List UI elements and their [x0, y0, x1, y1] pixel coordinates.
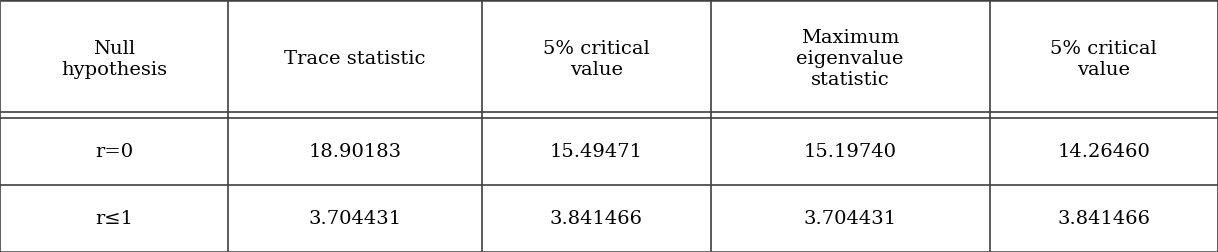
Text: 5% critical
value: 5% critical value — [1050, 40, 1157, 79]
Text: Maximum
eigenvalue
statistic: Maximum eigenvalue statistic — [797, 29, 904, 89]
Text: 14.26460: 14.26460 — [1057, 143, 1150, 161]
Text: 3.841466: 3.841466 — [549, 210, 643, 228]
Text: 3.704431: 3.704431 — [804, 210, 896, 228]
Text: 18.90183: 18.90183 — [308, 143, 402, 161]
Text: r≤1: r≤1 — [95, 210, 133, 228]
Text: Null
hypothesis: Null hypothesis — [61, 40, 167, 79]
Text: 3.841466: 3.841466 — [1057, 210, 1150, 228]
Text: 5% critical
value: 5% critical value — [543, 40, 649, 79]
Text: Trace statistic: Trace statistic — [285, 50, 426, 68]
Text: 15.19740: 15.19740 — [804, 143, 896, 161]
Text: r=0: r=0 — [95, 143, 133, 161]
Text: 15.49471: 15.49471 — [549, 143, 643, 161]
Text: 3.704431: 3.704431 — [308, 210, 402, 228]
